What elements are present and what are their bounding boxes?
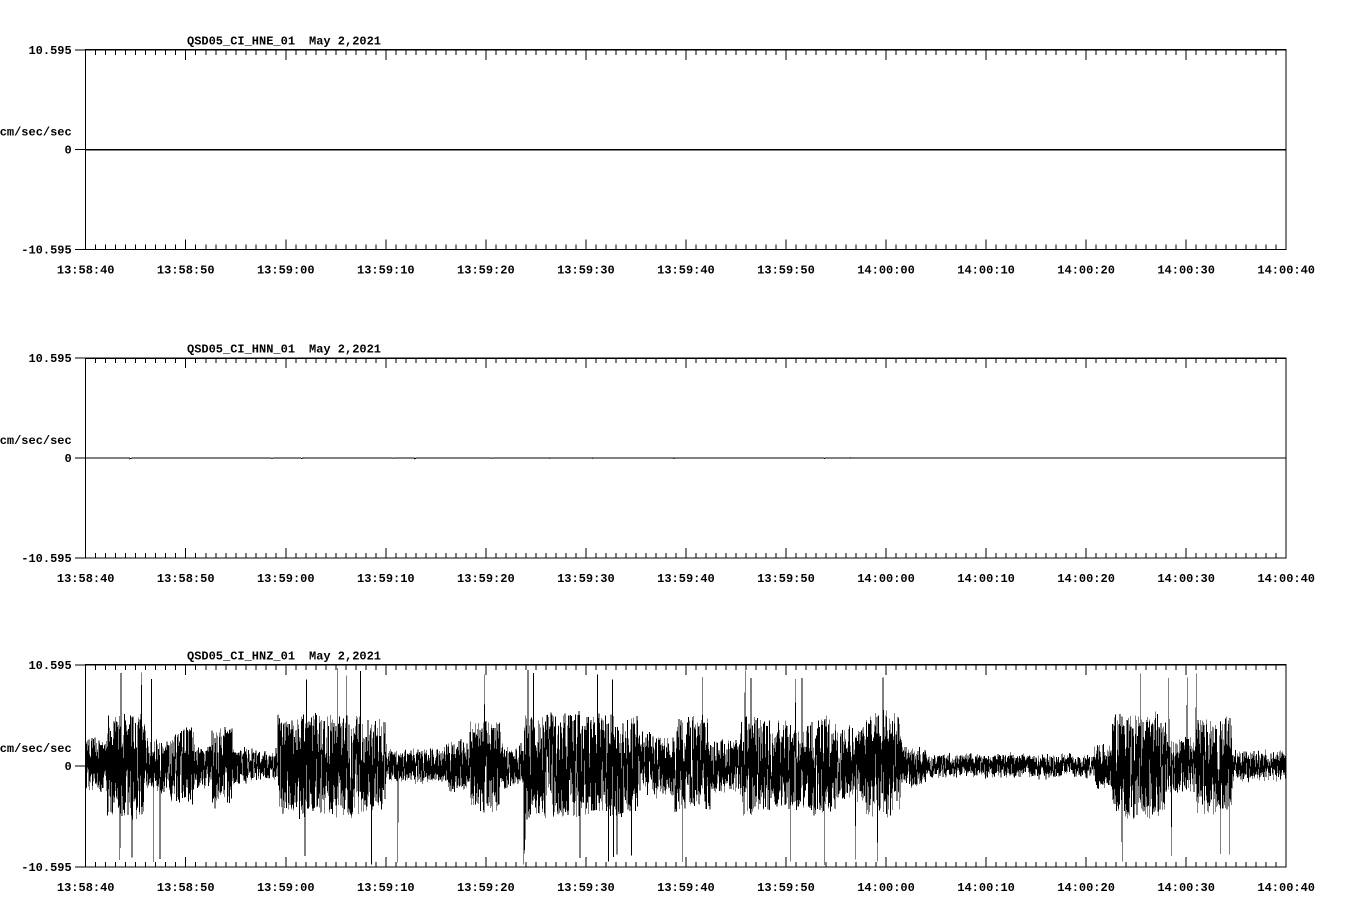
svg-text:13:59:20: 13:59:20 bbox=[457, 881, 515, 895]
svg-text:14:00:10: 14:00:10 bbox=[957, 881, 1015, 895]
svg-text:14:00:20: 14:00:20 bbox=[1057, 572, 1115, 586]
svg-text:0: 0 bbox=[64, 144, 71, 158]
svg-text:14:00:40: 14:00:40 bbox=[1257, 881, 1315, 895]
svg-text:14:00:40: 14:00:40 bbox=[1257, 572, 1315, 586]
svg-text:14:00:40: 14:00:40 bbox=[1257, 263, 1315, 277]
svg-text:13:58:50: 13:58:50 bbox=[157, 881, 215, 895]
svg-text:13:59:30: 13:59:30 bbox=[557, 263, 615, 277]
svg-text:13:59:50: 13:59:50 bbox=[757, 881, 815, 895]
svg-text:cm/sec/sec: cm/sec/sec bbox=[0, 126, 72, 140]
svg-text:May 2,2021: May 2,2021 bbox=[309, 649, 381, 663]
svg-text:0: 0 bbox=[64, 452, 71, 466]
svg-text:14:00:00: 14:00:00 bbox=[857, 572, 915, 586]
svg-text:13:58:40: 13:58:40 bbox=[57, 881, 115, 895]
svg-text:13:58:50: 13:58:50 bbox=[157, 263, 215, 277]
svg-text:-10.595: -10.595 bbox=[21, 243, 71, 257]
svg-text:13:59:00: 13:59:00 bbox=[257, 263, 315, 277]
svg-text:14:00:30: 14:00:30 bbox=[1157, 263, 1215, 277]
svg-text:cm/sec/sec: cm/sec/sec bbox=[0, 434, 72, 448]
svg-text:13:59:20: 13:59:20 bbox=[457, 572, 515, 586]
svg-text:QSD05_CI_HNE_01: QSD05_CI_HNE_01 bbox=[187, 34, 295, 48]
svg-text:-10.595: -10.595 bbox=[21, 861, 71, 875]
svg-text:13:58:50: 13:58:50 bbox=[157, 572, 215, 586]
svg-text:13:59:30: 13:59:30 bbox=[557, 881, 615, 895]
svg-text:14:00:10: 14:00:10 bbox=[957, 572, 1015, 586]
svg-text:May 2,2021: May 2,2021 bbox=[309, 343, 381, 357]
svg-text:0: 0 bbox=[64, 760, 71, 774]
svg-text:13:59:10: 13:59:10 bbox=[357, 263, 415, 277]
svg-text:14:00:00: 14:00:00 bbox=[857, 263, 915, 277]
svg-text:May 2,2021: May 2,2021 bbox=[309, 34, 381, 48]
svg-text:10.595: 10.595 bbox=[28, 352, 71, 366]
svg-text:13:59:10: 13:59:10 bbox=[357, 881, 415, 895]
svg-text:13:59:40: 13:59:40 bbox=[657, 572, 715, 586]
svg-text:13:59:50: 13:59:50 bbox=[757, 263, 815, 277]
svg-text:13:59:00: 13:59:00 bbox=[257, 572, 315, 586]
svg-text:13:59:50: 13:59:50 bbox=[757, 572, 815, 586]
svg-text:13:59:10: 13:59:10 bbox=[357, 572, 415, 586]
svg-text:14:00:00: 14:00:00 bbox=[857, 881, 915, 895]
svg-text:13:59:40: 13:59:40 bbox=[657, 263, 715, 277]
svg-text:13:58:40: 13:58:40 bbox=[57, 572, 115, 586]
svg-text:cm/sec/sec: cm/sec/sec bbox=[0, 742, 72, 756]
svg-text:14:00:30: 14:00:30 bbox=[1157, 572, 1215, 586]
svg-text:14:00:10: 14:00:10 bbox=[957, 263, 1015, 277]
svg-text:13:59:00: 13:59:00 bbox=[257, 881, 315, 895]
svg-text:10.595: 10.595 bbox=[28, 659, 71, 673]
svg-text:13:59:40: 13:59:40 bbox=[657, 881, 715, 895]
svg-text:QSD05_CI_HNZ_01: QSD05_CI_HNZ_01 bbox=[187, 649, 295, 663]
svg-text:13:58:40: 13:58:40 bbox=[57, 263, 115, 277]
svg-text:-10.595: -10.595 bbox=[21, 552, 71, 566]
svg-text:13:59:30: 13:59:30 bbox=[557, 572, 615, 586]
svg-text:14:00:20: 14:00:20 bbox=[1057, 263, 1115, 277]
svg-text:10.595: 10.595 bbox=[28, 44, 71, 58]
svg-text:13:59:20: 13:59:20 bbox=[457, 263, 515, 277]
svg-text:QSD05_CI_HNN_01: QSD05_CI_HNN_01 bbox=[187, 343, 295, 357]
svg-text:14:00:20: 14:00:20 bbox=[1057, 881, 1115, 895]
svg-text:14:00:30: 14:00:30 bbox=[1157, 881, 1215, 895]
